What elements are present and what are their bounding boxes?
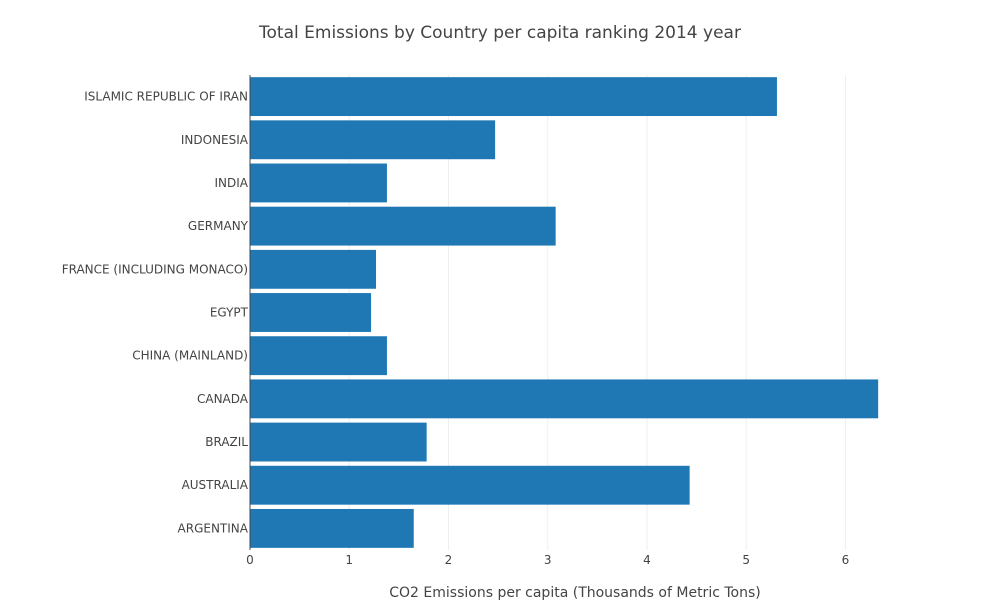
y-tick-label: INDIA <box>214 176 248 190</box>
x-tick-label: 6 <box>842 553 850 567</box>
x-tick-label: 2 <box>445 553 453 567</box>
bar-australia[interactable] <box>250 465 690 505</box>
y-tick-label: CANADA <box>197 392 249 406</box>
y-tick-label: ISLAMIC REPUBLIC OF IRAN <box>84 90 248 104</box>
bar-egypt[interactable] <box>250 293 372 332</box>
bar-indonesia[interactable] <box>250 120 496 160</box>
y-tick-label: BRAZIL <box>205 435 248 449</box>
bar-germany[interactable] <box>250 206 556 246</box>
y-tick-label: EGYPT <box>210 306 249 320</box>
bar-argentina[interactable] <box>250 508 414 548</box>
bar-brazil[interactable] <box>250 422 427 462</box>
x-axis-title: CO2 Emissions per capita (Thousands of M… <box>389 585 760 600</box>
x-tick-label: 3 <box>544 553 552 567</box>
bar-islamic-republic-of-iran[interactable] <box>250 77 777 117</box>
x-tick-label: 1 <box>345 553 353 567</box>
y-tick-label: CHINA (MAINLAND) <box>132 349 248 363</box>
x-tick-label: 0 <box>246 553 254 567</box>
y-tick-label: INDONESIA <box>181 133 249 147</box>
bar-india[interactable] <box>250 163 387 203</box>
x-tick-label: 4 <box>643 553 651 567</box>
y-tick-label: FRANCE (INCLUDING MONACO) <box>62 262 248 276</box>
bar-china-mainland[interactable] <box>250 336 387 376</box>
axes: 0 1 2 3 4 5 6 ARGENTINA AUSTRALIA BRAZIL CANADA CHI… <box>62 75 850 567</box>
x-tick-label: 5 <box>742 553 750 567</box>
y-tick-label: GERMANY <box>188 219 249 233</box>
bar-france-including-monaco[interactable] <box>250 249 377 289</box>
bars <box>250 77 879 548</box>
bar-canada[interactable] <box>250 379 879 419</box>
y-tick-label: AUSTRALIA <box>182 478 249 492</box>
chart-title: Total Emissions by Country per capita ra… <box>258 23 741 43</box>
y-tick-label: ARGENTINA <box>178 521 249 535</box>
